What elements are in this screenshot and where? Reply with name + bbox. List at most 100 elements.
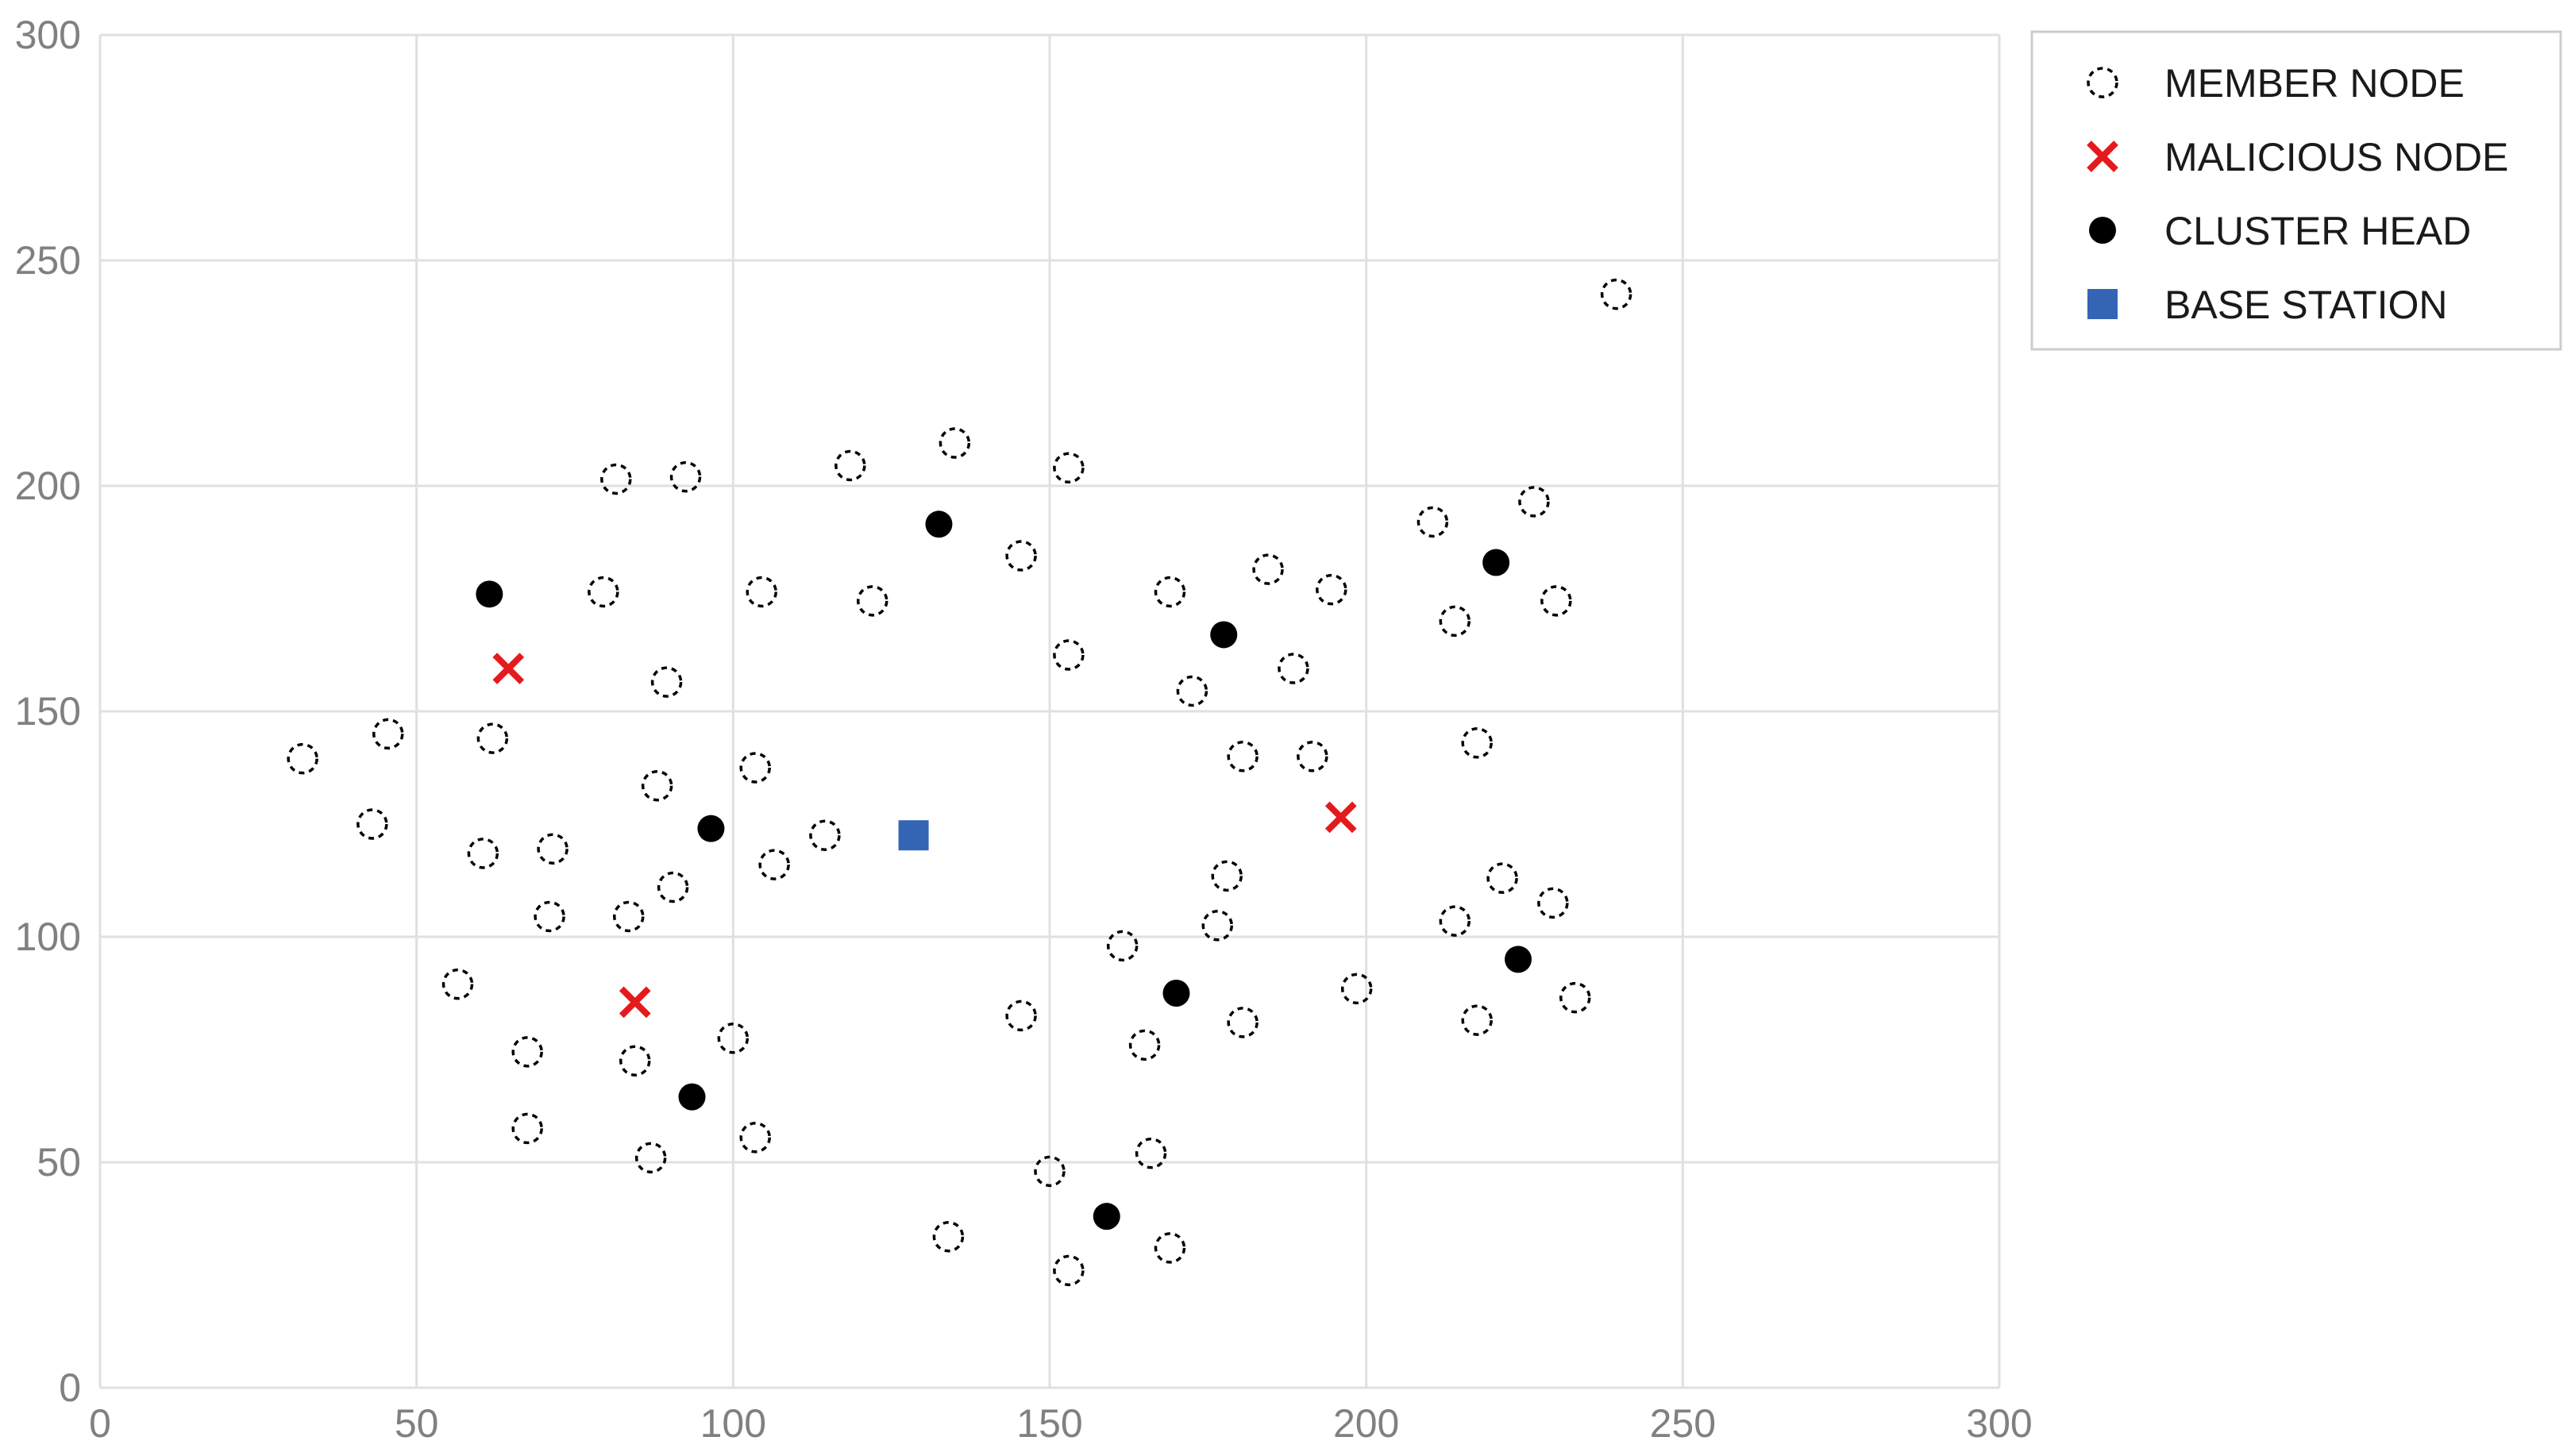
- member-node-point: [669, 460, 702, 493]
- member-node-point: [1053, 452, 1085, 484]
- member-node-point: [1461, 1004, 1493, 1036]
- member-node-point: [1201, 910, 1234, 942]
- member-node-point: [1227, 741, 1259, 772]
- x-tick-label: 50: [395, 1401, 439, 1446]
- legend-member-node-marker: [2087, 67, 2118, 98]
- legend-cluster-head-marker: [2089, 217, 2116, 244]
- member-node-point: [856, 585, 888, 617]
- member-node-point: [1252, 553, 1284, 585]
- grid-lines: [98, 33, 2001, 1389]
- x-tick-label: 150: [1016, 1401, 1082, 1446]
- legend-member-node: MEMBER NODE: [2087, 61, 2465, 106]
- member-node-point: [1154, 1232, 1186, 1264]
- member-node-point: [1128, 1029, 1161, 1061]
- legend-malicious-node: MALICIOUS NODE: [2087, 135, 2508, 179]
- legend-base-station: BASE STATION: [2087, 283, 2448, 327]
- member-node-point: [1176, 675, 1208, 707]
- member-node-point: [932, 1220, 965, 1253]
- cluster-head-point: [925, 510, 953, 538]
- member-node-point: [1135, 1137, 1167, 1169]
- legend-base-station-marker: [2087, 289, 2118, 319]
- legend-malicious-node-marker-stroke: [2087, 141, 2118, 172]
- member-node-point: [600, 463, 632, 495]
- cluster-head-point: [1093, 1203, 1120, 1231]
- member-node-point: [1340, 973, 1373, 1005]
- x-tick-label: 100: [700, 1401, 766, 1446]
- y-tick-label: 0: [59, 1365, 81, 1410]
- member-node-point: [835, 449, 866, 482]
- malicious-node-point-stroke: [619, 986, 651, 1019]
- member-node-point: [1486, 862, 1518, 894]
- y-tick-label: 250: [15, 238, 81, 283]
- legend: MEMBER NODE MALICIOUS NODE CLUSTER HEAD BAS…: [2030, 30, 2562, 351]
- cluster-head-point: [678, 1083, 706, 1111]
- member-node-point: [372, 718, 404, 750]
- member-node-point: [1154, 576, 1186, 608]
- x-tick-label: 300: [1966, 1401, 2032, 1446]
- legend-cluster-head-label: CLUSTER HEAD: [2164, 209, 2471, 253]
- x-tick-label: 250: [1650, 1401, 1716, 1446]
- member-node-point: [746, 576, 777, 608]
- member-node-point: [287, 742, 318, 775]
- member-node-point: [511, 1036, 543, 1068]
- member-node-point: [476, 722, 509, 754]
- member-node-point: [809, 819, 841, 851]
- data-points: [287, 278, 1632, 1287]
- member-node-point: [717, 1023, 750, 1054]
- member-node-point: [1106, 930, 1139, 962]
- cluster-head-point: [1162, 980, 1190, 1007]
- member-node-point: [1439, 905, 1471, 937]
- member-node-point: [1005, 1000, 1037, 1032]
- malicious-node-point: [619, 986, 651, 1019]
- member-node-point: [357, 808, 388, 840]
- cluster-head-point: [697, 815, 725, 842]
- member-node-point: [467, 838, 499, 869]
- member-node-point: [1559, 981, 1591, 1014]
- legend-cluster-head: CLUSTER HEAD: [2089, 209, 2471, 253]
- member-node-point: [1461, 727, 1493, 759]
- cluster-head-point: [476, 580, 503, 608]
- member-node-point: [1005, 540, 1037, 572]
- member-node-point: [1537, 887, 1569, 919]
- cluster-head-point: [1505, 946, 1532, 973]
- member-node-point: [1600, 278, 1632, 310]
- legend-items: MEMBER NODE MALICIOUS NODE CLUSTER HEAD BAS…: [2087, 61, 2508, 327]
- y-tick-label: 200: [15, 464, 81, 508]
- member-node-point: [939, 427, 971, 459]
- malicious-node-point: [492, 653, 525, 684]
- member-node-point: [619, 1045, 651, 1077]
- legend-box: [2030, 30, 2562, 351]
- member-node-point: [641, 769, 673, 802]
- member-node-point: [613, 900, 645, 933]
- member-node-point: [1034, 1155, 1066, 1188]
- member-node-point: [634, 1142, 667, 1174]
- base-station-point: [898, 820, 929, 851]
- x-axis-tick-labels: 0 50 100 150 200 250 300: [89, 1401, 2033, 1446]
- member-node-point: [534, 900, 565, 933]
- malicious-node-point-stroke: [492, 653, 525, 684]
- member-node-point: [739, 1122, 771, 1154]
- member-node-point: [657, 871, 689, 903]
- legend-member-node-label: MEMBER NODE: [2164, 61, 2465, 106]
- legend-malicious-node-label: MALICIOUS NODE: [2164, 135, 2508, 179]
- x-tick-label: 200: [1333, 1401, 1399, 1446]
- member-node-point: [1227, 1007, 1259, 1038]
- member-node-point: [739, 752, 771, 784]
- cluster-head-point: [1482, 549, 1510, 576]
- y-tick-label: 50: [37, 1140, 81, 1184]
- member-node-point: [1540, 585, 1572, 617]
- member-node-point: [758, 849, 790, 880]
- member-node-point: [1518, 486, 1550, 518]
- y-tick-label: 300: [15, 13, 81, 57]
- malicious-node-point-stroke: [1324, 801, 1357, 834]
- y-tick-label: 100: [15, 915, 81, 959]
- member-node-point: [1316, 573, 1347, 606]
- member-node-point: [1417, 506, 1449, 538]
- x-tick-label: 0: [89, 1401, 111, 1446]
- malicious-node-point: [1324, 801, 1357, 834]
- legend-base-station-label: BASE STATION: [2164, 283, 2448, 327]
- member-node-point: [1053, 1254, 1085, 1287]
- member-node-point: [511, 1112, 543, 1145]
- member-node-point: [1211, 860, 1243, 892]
